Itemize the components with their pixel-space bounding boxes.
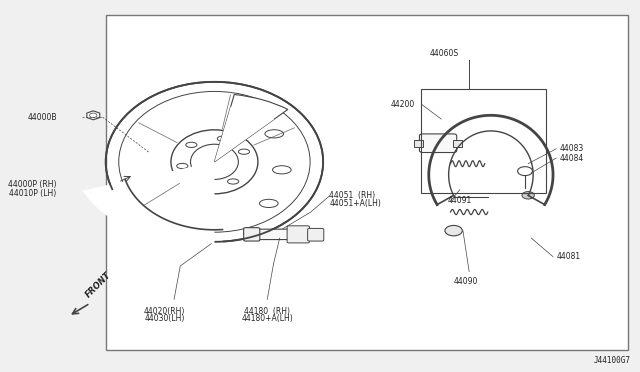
FancyBboxPatch shape	[308, 228, 324, 241]
Polygon shape	[87, 111, 100, 120]
Text: 44060S: 44060S	[429, 49, 459, 58]
Text: 44051+A(LH): 44051+A(LH)	[330, 199, 381, 208]
FancyBboxPatch shape	[244, 228, 260, 241]
Text: 44084: 44084	[559, 154, 584, 163]
Text: 44000P (RH): 44000P (RH)	[8, 180, 56, 189]
Text: 44020(RH): 44020(RH)	[144, 307, 186, 316]
Wedge shape	[83, 162, 214, 246]
Text: 44051  (RH): 44051 (RH)	[330, 191, 376, 200]
Text: 44030(LH): 44030(LH)	[145, 314, 185, 323]
Text: 44081: 44081	[556, 252, 580, 261]
FancyBboxPatch shape	[453, 140, 462, 147]
FancyBboxPatch shape	[419, 134, 457, 153]
FancyBboxPatch shape	[106, 15, 628, 350]
Text: 44000B: 44000B	[28, 113, 57, 122]
Text: 44010P (LH): 44010P (LH)	[9, 189, 56, 198]
Text: 44180+A(LH): 44180+A(LH)	[241, 314, 293, 323]
Circle shape	[445, 225, 462, 236]
Circle shape	[522, 192, 534, 199]
FancyBboxPatch shape	[287, 226, 310, 243]
Text: 44200: 44200	[391, 100, 415, 109]
Text: 44083: 44083	[559, 144, 584, 153]
FancyBboxPatch shape	[255, 229, 291, 240]
Wedge shape	[214, 94, 288, 162]
Text: 44090: 44090	[454, 277, 478, 286]
Wedge shape	[214, 107, 275, 162]
Text: J44100G7: J44100G7	[594, 356, 630, 365]
Text: FRONT: FRONT	[84, 270, 113, 299]
FancyBboxPatch shape	[414, 140, 423, 147]
Text: 44091: 44091	[447, 196, 472, 205]
Text: 44180  (RH): 44180 (RH)	[244, 307, 291, 316]
